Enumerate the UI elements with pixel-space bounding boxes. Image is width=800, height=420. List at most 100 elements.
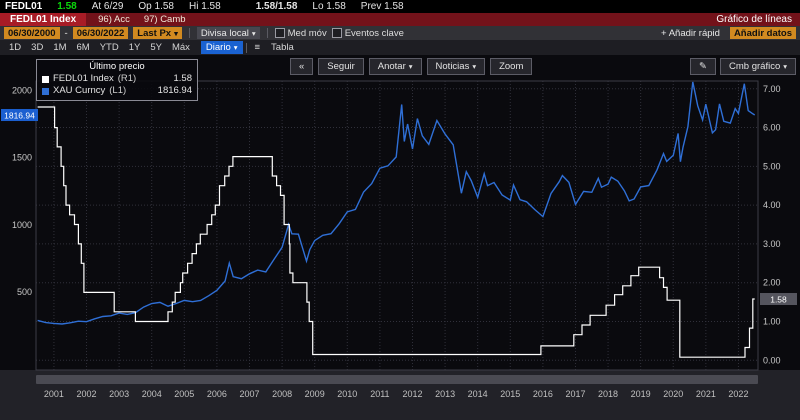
period-1m[interactable]: 1M [53,42,67,53]
x-tick-label: 2019 [631,389,651,399]
date-to-input[interactable]: 06/30/2022 [72,27,129,39]
price-type-select[interactable]: Last Px [133,27,182,39]
period-1y[interactable]: 1Y [128,42,141,53]
period-máx[interactable]: Máx [171,42,190,53]
menu-actions[interactable]: 96) Acc [98,14,130,25]
settings-bar: 06/30/2000 - 06/30/2022 Last Px Divisa l… [0,26,800,40]
legend-row: FEDL01 Index (R1) 1.58 [42,73,192,85]
function-bar: FEDL01 Index 96) Acc 97) Camb Gráfico de… [0,13,800,26]
x-tick-label: 2018 [598,389,618,399]
series-swatch-icon [42,75,49,83]
quote-open: Op 1.58 [138,1,174,12]
quote-bid-ask: 1.58/1.58 [255,1,298,12]
x-tick-label: 2016 [533,389,553,399]
key-events-checkbox[interactable]: Eventos clave [331,27,404,39]
fedl01-last-badge [760,293,797,306]
currency-select[interactable]: Divisa local [196,27,260,39]
quote-date: At 6/29 [91,1,124,12]
menu-change[interactable]: 97) Camb [143,14,186,25]
x-tick-label: 2013 [435,389,455,399]
legend-rows: FEDL01 Index (R1) 1.58 XAU Curncy (L1) 1816.9… [42,73,192,97]
period-3d[interactable]: 3D [31,42,44,53]
x-tick-label: 2008 [272,389,292,399]
divider [188,28,190,38]
xau-line [37,81,756,325]
xau-last-badge-text: 1816.94 [4,111,35,121]
x-tick-label: 2022 [728,389,748,399]
divider [245,42,247,53]
divider [266,28,268,38]
chart-legend: Último precio FEDL01 Index (R1) 1.58 XAU Cu… [36,59,198,101]
right-axis-tick-label: 6.00 [763,123,781,133]
function-title: Gráfico de líneas [716,14,792,25]
left-axis-tick-label: 1500 [12,153,32,163]
moving-average-checkbox[interactable]: Med móv [274,27,327,39]
zoom-button[interactable]: Zoom [490,58,533,75]
x-tick-label: 2021 [696,389,716,399]
series-label: XAU Curncy [53,85,106,96]
x-tick-label: 2001 [44,389,64,399]
x-tick-label: 2011 [370,389,389,399]
add-data-button[interactable]: Añadir datos [729,27,796,39]
series-label: FEDL01 Index [53,73,114,84]
series-last-value: 1816.94 [157,85,192,96]
x-tick-label: 2014 [468,389,488,399]
period-5y[interactable]: 5Y [150,42,162,53]
period-ytd[interactable]: YTD [99,42,119,53]
legend-row: XAU Curncy (L1) 1816.94 [42,85,192,97]
annotate-button[interactable]: Anotar [368,58,422,75]
x-tick-label: 2015 [500,389,520,399]
fedl01-line [37,106,755,358]
news-button[interactable]: Noticias [426,58,486,75]
security-tab[interactable]: FEDL01 Index [0,13,87,26]
date-from-input[interactable]: 06/30/2000 [4,27,60,39]
series-axis: (L1) [109,85,127,96]
collapse-toolbar-icon[interactable]: « [290,58,314,75]
x-tick-label: 2020 [663,389,683,399]
series-swatch-icon [42,87,49,95]
x-tick-label: 2006 [207,389,227,399]
checkbox-icon [274,28,285,38]
chart-bg [0,55,800,420]
edit-icon[interactable]: ✎ [690,58,717,75]
left-axis-tick-label: 1000 [12,220,32,230]
table-button[interactable]: Tabla [271,42,294,53]
left-axis-tick-label: 2000 [12,85,32,95]
ticker-symbol: FEDL01 [5,1,43,12]
frequency-select[interactable]: Diario [200,41,243,54]
right-axis-tick-label: 7.00 [763,84,781,94]
moving-average-label: Med móv [287,27,327,39]
period-1d[interactable]: 1D [9,42,22,53]
view-options-icon[interactable]: ≡ [254,42,261,53]
period-6m[interactable]: 6M [76,42,90,53]
series-last-value: 1.58 [173,73,193,84]
chart-area: 2001 2002 2003 2004 2005 2006 2007 2008 2009 2010… [0,55,800,420]
quote-low: Lo 1.58 [312,1,346,12]
right-axis-tick-label: 1.00 [763,317,781,327]
left-axis-tick-label: 500 [17,287,32,297]
x-tick-label: 2010 [337,389,357,399]
add-quick-button[interactable]: + Añadir rápid [661,27,720,39]
x-tick-label: 2003 [109,389,129,399]
quote-prev: Prev 1.58 [360,1,404,12]
right-axis-tick-label: 3.00 [763,239,781,249]
chart-toolbar-right: ✎ Cmb gráfico [690,58,796,75]
chart-scrollbar[interactable] [36,375,758,384]
follow-button[interactable]: Seguir [318,58,364,75]
x-tick-label: 2004 [142,389,162,399]
key-events-label: Eventos clave [344,27,404,39]
right-axis-tick-label: 5.00 [763,161,781,171]
x-tick-label: 2007 [239,389,259,399]
fedl01-last-badge-text: 1.58 [770,295,787,305]
chart-toolbar: « Seguir Anotar Noticias Zoom [290,58,533,75]
checkbox-icon [331,28,342,38]
right-axis-tick-label: 2.00 [763,278,781,288]
chart-canvas[interactable]: 2001 2002 2003 2004 2005 2006 2007 2008 2009 2010… [0,55,800,420]
quote-high: Hi 1.58 [189,1,221,12]
last-price: 1.58 [57,1,77,12]
period-buttons: 1D 3D 1M 6M YTD 1Y 5Y Máx [4,42,195,53]
period-bar: 1D 3D 1M 6M YTD 1Y 5Y Máx Diario ≡ Tabla [0,40,800,55]
chart-type-button[interactable]: Cmb gráfico [720,58,796,75]
xau-last-badge [1,109,38,122]
x-tick-label: 2005 [174,389,194,399]
